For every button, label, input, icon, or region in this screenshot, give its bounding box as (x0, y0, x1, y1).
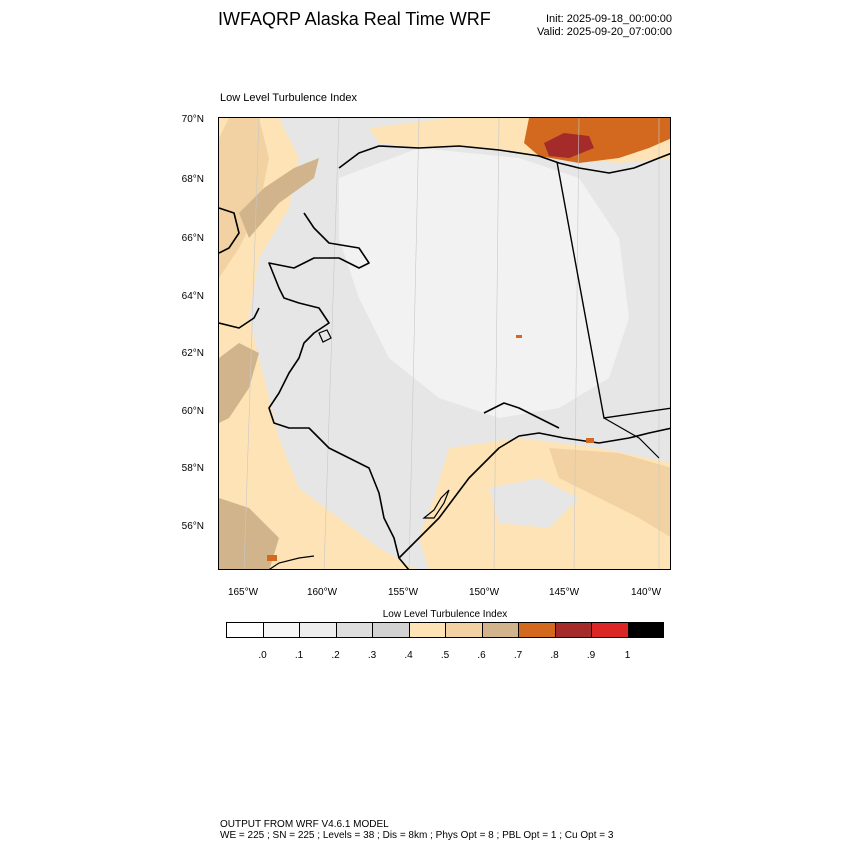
coastline (219, 145, 670, 569)
map-plot (218, 117, 671, 570)
init-time: Init: 2025-09-18_00:00:00 (546, 13, 672, 25)
lat-tick-56: 56°N (181, 521, 204, 532)
field-arctic-red (544, 133, 594, 158)
valid-time: Valid: 2025-09-20_07:00:00 (537, 26, 672, 38)
lat-tick-62: 62°N (181, 348, 204, 359)
model-footer: OUTPUT FROM WRF V4.6.1 MODEL WE = 225 ; … (220, 819, 613, 841)
legend-label: .9 (586, 650, 596, 661)
hotspot-coast (586, 438, 594, 443)
legend-swatch-6 (445, 622, 482, 638)
lat-tick-66: 66°N (181, 233, 204, 244)
footer-line-1: OUTPUT FROM WRF V4.6.1 MODEL (220, 819, 389, 830)
legend-label: .8 (550, 650, 559, 661)
legend-swatch-11 (627, 622, 664, 638)
legend-swatch-9 (554, 622, 591, 638)
lat-tick-70: 70°N (181, 114, 204, 125)
hotspot-sw (267, 555, 277, 561)
lon-tick-155: 155°W (387, 587, 419, 598)
islands (268, 329, 450, 569)
main-title: IWFAQRP Alaska Real Time WRF (218, 9, 491, 29)
field-tan-streak-2 (219, 343, 259, 423)
panel-title: Low Level Turbulence Index (220, 92, 357, 104)
field-tan-sw (219, 498, 279, 569)
legend-swatch-8 (518, 622, 555, 638)
field-gulf-gray (489, 478, 579, 528)
map-canvas (219, 118, 670, 569)
legend-label: .3 (367, 650, 377, 661)
legend-colorbar (226, 622, 664, 638)
run-info: Init: 2025-09-18_00:00:00 Valid: 2025-09… (470, 13, 672, 39)
border-line-2 (603, 417, 660, 459)
legend-label: .1 (294, 650, 304, 661)
legend-swatch-1 (262, 622, 299, 638)
lon-tick-140: 140°W (630, 587, 662, 598)
legend-label: .0 (258, 650, 267, 661)
legend-label: .4 (404, 650, 413, 661)
lon-tick-165: 165°W (227, 587, 259, 598)
legend-title: Low Level Turbulence Index (382, 609, 508, 620)
field-gulf-band (549, 448, 670, 537)
field-interior (339, 148, 629, 418)
lon-tick-145: 145°W (548, 587, 580, 598)
hotspot-interior (516, 335, 522, 338)
legend-label: 1 (624, 650, 631, 661)
legend-swatch-4 (372, 622, 409, 638)
legend-label: .7 (513, 650, 523, 661)
legend-label: .5 (440, 650, 450, 661)
field-tan-streak-1 (239, 158, 319, 238)
lat-tick-58: 58°N (181, 463, 204, 474)
lat-tick-64: 64°N (181, 291, 204, 302)
footer-line-2: WE = 225 ; SN = 225 ; Levels = 38 ; Dis … (220, 830, 614, 841)
legend-swatch-5 (408, 622, 445, 638)
lat-tick-60: 60°N (181, 406, 204, 417)
legend-swatch-3 (335, 622, 372, 638)
legend-label: .2 (331, 650, 340, 661)
legend-swatch-2 (299, 622, 336, 638)
lon-tick-160: 160°W (306, 587, 338, 598)
legend-swatch-10 (591, 622, 628, 638)
lon-tick-150: 150°W (468, 587, 500, 598)
graticule (243, 118, 660, 569)
legend-label: .6 (477, 650, 486, 661)
legend-swatch-0 (226, 622, 263, 638)
field-west-ocean (219, 118, 416, 569)
field-west-band (219, 118, 269, 278)
legend-swatch-7 (481, 622, 518, 638)
lat-tick-68: 68°N (181, 174, 204, 185)
